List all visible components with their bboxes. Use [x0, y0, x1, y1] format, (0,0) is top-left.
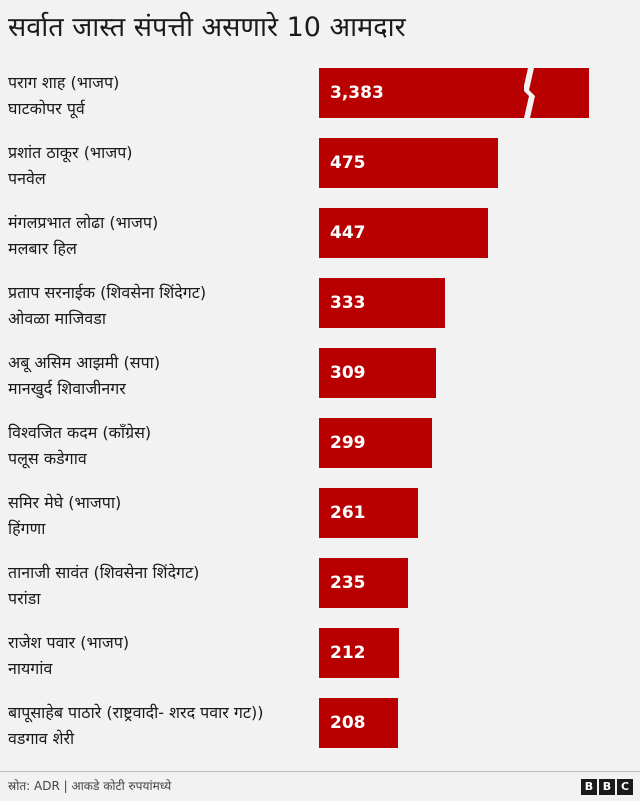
logo-letter: C: [617, 779, 633, 795]
bar-row: विश्वजित कदम (काँग्रेस) पलूस कडेगाव 299: [0, 410, 640, 480]
bar-value-label: 212: [330, 643, 366, 663]
bar-row: तानाजी सावंत (शिवसेना शिंदेगट) परांडा 235: [0, 550, 640, 620]
mla-name: विश्वजित कदम (काँग्रेस): [8, 423, 152, 442]
logo-letter: B: [581, 779, 597, 795]
constituency-label: मलबार हिल: [8, 239, 77, 258]
bar: [319, 418, 432, 468]
bar: [319, 138, 498, 188]
mla-name: राजेश पवार (भाजप): [8, 633, 130, 652]
constituency-label: मानखुर्द शिवाजीनगर: [8, 379, 126, 398]
bbc-logo: B B C: [581, 779, 633, 795]
constituency-label: परांडा: [8, 589, 41, 608]
bar-row: मंगलप्रभात लोढा (भाजप) मलबार हिल 447: [0, 200, 640, 270]
bar: [319, 558, 408, 608]
bar-row: राजेश पवार (भाजप) नायगांव 212: [0, 620, 640, 690]
bar-value-label: 475: [330, 153, 366, 173]
mla-name: बापूसाहेब पाठारे (राष्ट्रवादी- शरद पवार …: [8, 703, 264, 722]
bar-value-label: 3,383: [330, 83, 384, 103]
mla-name: अबू असिम आझमी (सपा): [8, 353, 161, 372]
bar: [319, 488, 418, 538]
bar: [319, 348, 436, 398]
bar-value-label: 309: [330, 363, 366, 383]
bar-row: अबू असिम आझमी (सपा) मानखुर्द शिवाजीनगर 309: [0, 340, 640, 410]
bar-value-label: 235: [330, 573, 366, 593]
constituency-label: घाटकोपर पूर्व: [8, 99, 85, 118]
bar-row: प्रशांत ठाकूर (भाजप) पनवेल 475: [0, 130, 640, 200]
bar: [319, 698, 398, 748]
constituency-label: हिंगणा: [8, 519, 46, 538]
bar-chart: पराग शाह (भाजप) घाटकोपर पूर्व 3,383 प्रशांत…: [0, 60, 640, 760]
constituency-label: ओवळा माजिवडा: [8, 309, 106, 328]
bar-row: समिर मेघे (भाजपा) हिंगणा 261: [0, 480, 640, 550]
mla-name: प्रताप सरनाईक (शिवसेना शिंदेगट): [8, 283, 207, 302]
mla-name: प्रशांत ठाकूर (भाजप): [8, 143, 133, 162]
bar-row: बापूसाहेब पाठारे (राष्ट्रवादी- शरद पवार …: [0, 690, 640, 760]
bar-value-label: 333: [330, 293, 366, 313]
bar-value-label: 208: [330, 713, 366, 733]
bar: [319, 278, 445, 328]
footer-divider: [0, 771, 640, 772]
constituency-label: पनवेल: [8, 169, 46, 188]
bar-row: प्रताप सरनाईक (शिवसेना शिंदेगट) ओवळा माजि…: [0, 270, 640, 340]
bar-value-label: 447: [330, 223, 366, 243]
constituency-label: वडगाव शेरी: [8, 729, 75, 748]
logo-letter: B: [599, 779, 615, 795]
constituency-label: नायगांव: [8, 659, 53, 678]
axis-break-icon: [524, 68, 535, 118]
constituency-label: पलूस कडेगाव: [8, 449, 87, 468]
source-note: स्रोत: ADR | आकडे कोटी रुपयांमध्ये: [8, 779, 172, 793]
bar-value-label: 299: [330, 433, 366, 453]
mla-name: मंगलप्रभात लोढा (भाजप): [8, 213, 159, 232]
bar: [319, 208, 488, 258]
bar: [319, 68, 589, 118]
bar-row: पराग शाह (भाजप) घाटकोपर पूर्व 3,383: [0, 60, 640, 130]
mla-name: पराग शाह (भाजप): [8, 73, 120, 92]
mla-name: तानाजी सावंत (शिवसेना शिंदेगट): [8, 563, 200, 582]
bar: [319, 628, 399, 678]
chart-title: सर्वात जास्त संपत्ती असणारे 10 आमदार: [8, 12, 406, 43]
mla-name: समिर मेघे (भाजपा): [8, 493, 122, 512]
bar-value-label: 261: [330, 503, 366, 523]
